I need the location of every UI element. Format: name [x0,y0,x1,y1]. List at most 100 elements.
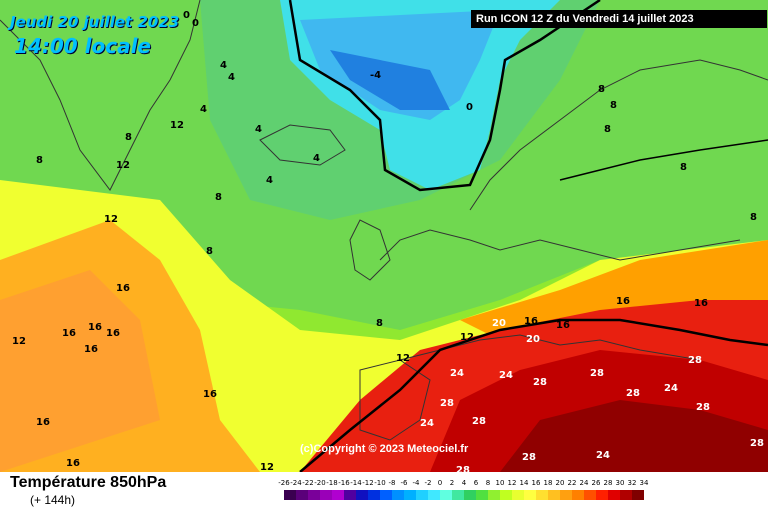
coastline-greenland [0,0,201,191]
isotherm-label: 4 [266,175,273,186]
coastline-europe [379,229,741,261]
isotherm-label: 8 [750,212,757,223]
isotherm-label: 28 [456,465,470,476]
legend-swatch [440,490,452,500]
forecast-offset: (+ 144h) [30,493,76,507]
legend-tick-label: -14 [350,479,362,487]
legend-tick-label: 32 [627,479,637,487]
isotherm-label: 20 [526,334,540,345]
legend-swatch [404,490,416,500]
isotherm-label: 8 [125,132,132,143]
isotherm-label: 16 [66,458,80,469]
legend-tick-label: -4 [412,479,420,487]
isotherm-label: 16 [203,389,217,400]
legend-tick-label: 26 [591,479,601,487]
isotherm-label: 28 [688,355,702,366]
forecast-date: Jeudi 20 juillet 2023 [10,13,180,31]
legend-tick-label: 14 [519,479,529,487]
legend-tick-label: -16 [338,479,350,487]
legend-swatch [308,490,320,500]
isotherm-label: 8 [215,192,222,203]
legend-swatch [332,490,344,500]
isotherm-label: 24 [664,383,678,394]
isotherm-label: 16 [84,344,98,355]
legend-swatch [560,490,572,500]
legend-swatch [608,490,620,500]
isotherm-label: 8 [376,318,383,329]
legend-tick-label: 34 [639,479,649,487]
isotherm-label: 16 [556,320,570,331]
legend-tick-label: -22 [302,479,314,487]
isotherm-label: 28 [696,402,710,413]
isotherm-label: 4 [220,60,227,71]
legend-swatch [284,490,296,500]
temperature-map [0,0,768,472]
isotherm-label: 12 [12,336,26,347]
legend-tick-label: 22 [567,479,577,487]
legend-swatch [548,490,560,500]
legend-tick-label: 10 [495,479,505,487]
isotherm-label: 16 [36,417,50,428]
isotherm-label: 16 [694,298,708,309]
legend-swatch [428,490,440,500]
legend-tick-label: 24 [579,479,589,487]
isotherm-zero [288,0,601,192]
isotherm-label: 28 [750,438,764,449]
legend-swatch [536,490,548,500]
legend-tick-label: 0 [437,479,443,487]
legend-swatch [524,490,536,500]
coastline-scandinavia [469,59,768,211]
legend-tick-label: -2 [424,479,432,487]
legend-swatch [512,490,524,500]
footer-bar: Température 850hPa (+ 144h) -26 -24 -22 -20… [0,472,768,512]
run-info-banner: Run ICON 12 Z du Vendredi 14 juillet 202… [471,10,767,28]
legend-tick-label: 8 [485,479,491,487]
legend-swatch [296,490,308,500]
legend-tick-label: 16 [531,479,541,487]
legend-tick-label: -6 [400,479,408,487]
color-legend [284,490,644,500]
legend-tick-label: 12 [507,479,517,487]
legend-swatch [464,490,476,500]
chart-title: Température 850hPa [10,474,167,491]
legend-tick-label: 2 [449,479,455,487]
legend-swatch [632,490,644,500]
legend-swatch [620,490,632,500]
isotherm-label: 24 [450,368,464,379]
isotherm-label: 8 [610,100,617,111]
isotherm-label: 8 [206,246,213,257]
isotherm-label: 16 [616,296,630,307]
copyright-text: (c)Copyright © 2023 Meteociel.fr [300,443,469,455]
isotherm-label: 28 [533,377,547,388]
legend-tick-label: -10 [374,479,386,487]
isotherm-label: 12 [460,332,474,343]
isotherm-label: 8 [604,124,611,135]
isotherm-label: 12 [116,160,130,171]
isotherm-label: 4 [228,72,235,83]
isotherm-label: 16 [106,328,120,339]
legend-tick-label: -18 [326,479,338,487]
isotherm-label: 0 [466,102,473,113]
legend-labels: -26 -24 -22 -20 -18 -16 -14 -12 -10 -8 -6 -4 -2 0 2 4 6 8… [278,479,744,489]
legend-swatch [392,490,404,500]
isotherm-label: 16 [88,322,102,333]
zone-cold-core [330,50,450,110]
isotherm-label: 16 [116,283,130,294]
isotherm-label: 12 [170,120,184,131]
legend-tick-label: -20 [314,479,326,487]
isotherm-label: 8 [36,155,43,166]
isotherm-label: 8 [680,162,687,173]
coastline-iceland [259,124,346,166]
isotherm-label: 4 [255,124,262,135]
legend-swatch [476,490,488,500]
isotherm-label: 12 [396,353,410,364]
legend-tick-label: 28 [603,479,613,487]
legend-tick-label: -24 [290,479,302,487]
legend-swatch [368,490,380,500]
forecast-local-time: 14:00 locale [14,34,151,58]
isotherm-thin [559,139,768,181]
legend-swatch [452,490,464,500]
isotherm-label: 28 [440,398,454,409]
isotherm-24 [299,318,768,472]
